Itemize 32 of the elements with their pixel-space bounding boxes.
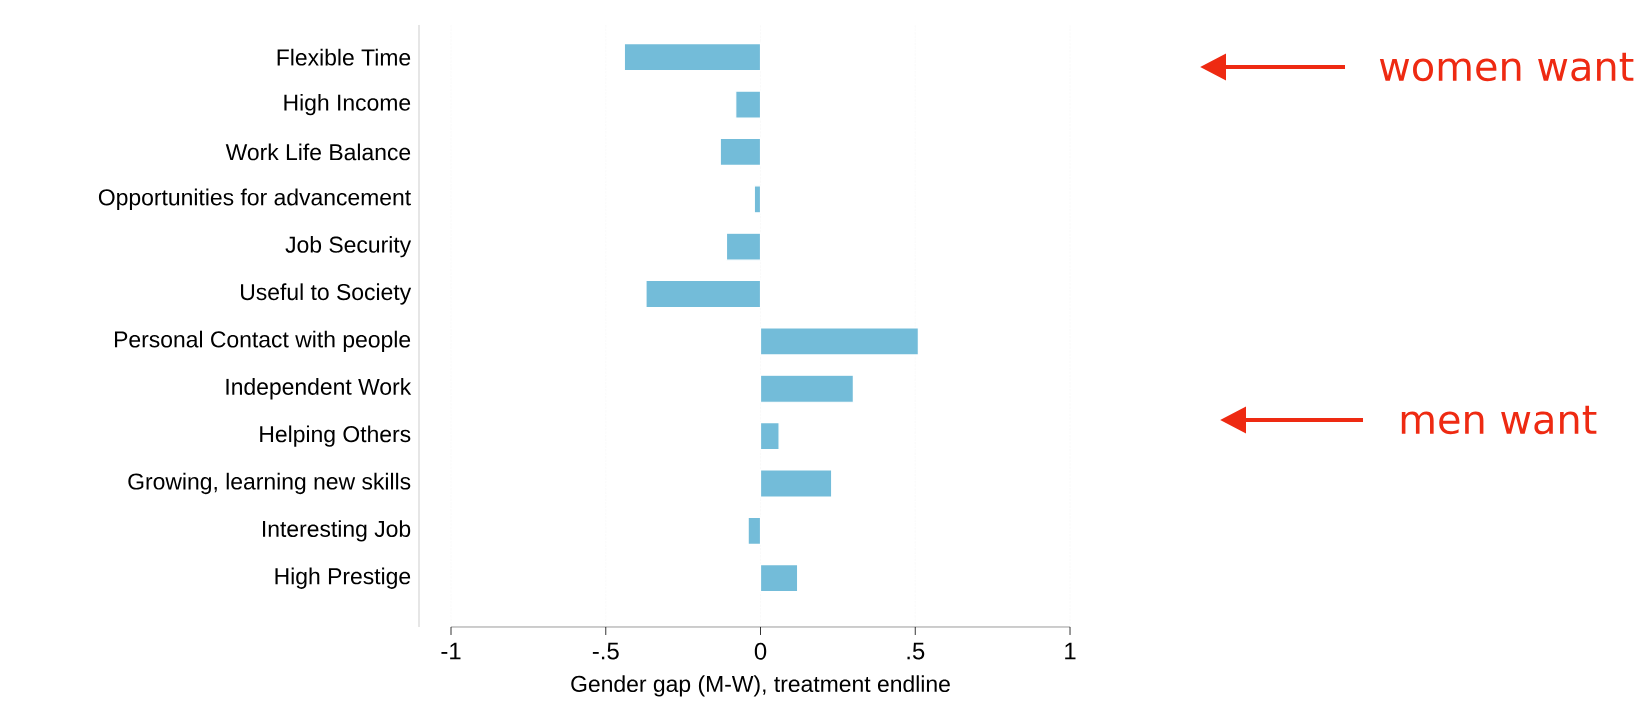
bar (759, 422, 780, 451)
bar (759, 564, 799, 593)
x-axis-title: Gender gap (M-W), treatment endline (571, 675, 950, 697)
bar (623, 43, 762, 72)
y-tick-label: Work Life Balance (225, 143, 411, 161)
x-tick-label: -1 (441, 642, 461, 660)
text: men want (1401, 405, 1597, 435)
text: women want (1379, 52, 1634, 82)
y-tick-label: Independent Work (226, 378, 412, 400)
bar (759, 327, 919, 356)
bar (759, 469, 833, 498)
y-tick-label: Helping Others (260, 425, 411, 447)
y-tick-label: Useful to Society (241, 283, 412, 305)
y-tick-label: Opportunities for advancement (98, 188, 411, 210)
x-tick-label: 1 (1065, 642, 1076, 660)
y-tick-label: Growing, learning new skills (128, 472, 411, 495)
bar (645, 279, 762, 309)
y-tick-label: Flexible Time (277, 48, 411, 66)
y-tick-label: Personal Contact with people (114, 330, 411, 353)
y-tick-label: Interesting Job (262, 520, 411, 542)
x-tick-label: .5 (907, 642, 925, 660)
bar (719, 137, 762, 167)
bar (735, 90, 762, 119)
x-tick-label: 0 (754, 642, 767, 660)
x-tick-label: -.5 (592, 642, 619, 660)
bar (725, 232, 762, 261)
y-tick-label: High Income (284, 93, 411, 116)
y-tick-label: Job Security (285, 235, 412, 258)
y-tick-label: High Prestige (275, 567, 411, 589)
bar (747, 516, 762, 545)
bar (753, 185, 762, 214)
bar (759, 374, 854, 403)
